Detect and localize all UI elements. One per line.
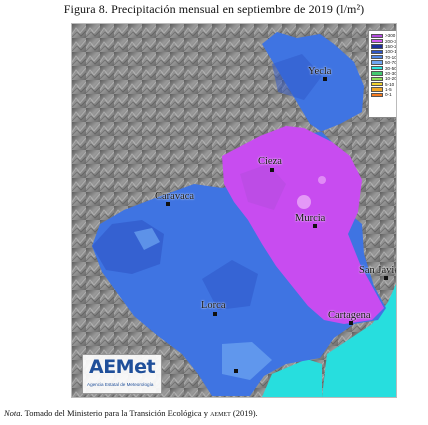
aemet-logo: AEMet Agencia Estatal de Meteorología <box>82 354 162 394</box>
note-agency: aemet <box>210 408 231 418</box>
legend-entry: 10-20 <box>371 76 397 82</box>
city-label-yecla: Yecla <box>308 66 332 77</box>
legend-swatch <box>371 92 383 98</box>
city-label-cieza: Cieza <box>258 156 282 167</box>
legend-swatch <box>371 33 383 38</box>
legend-label: 30-50 <box>385 65 397 71</box>
legend-swatch <box>371 87 383 92</box>
note-year: (2019). <box>232 408 258 418</box>
legend-label: >300 <box>385 33 396 39</box>
aemet-logo-wordmark: AEMet <box>89 356 156 378</box>
legend-entry: 0-1 <box>371 92 396 98</box>
note-text: Tomado del Ministerio para la Transición… <box>24 408 208 418</box>
purple-precipitation-area <box>297 195 311 209</box>
legend-entry: 30-50 <box>371 65 397 71</box>
legend-swatch <box>371 60 383 65</box>
city-marker <box>270 168 274 172</box>
city-marker <box>384 276 388 280</box>
legend-entry: 1-5 <box>371 87 396 93</box>
legend-swatch <box>371 55 383 60</box>
purple-precipitation-area <box>318 176 326 184</box>
city-marker <box>213 312 217 316</box>
city-label-cartagena: Cartagena <box>328 310 371 321</box>
legend-label: 0-1 <box>385 92 392 98</box>
legend-swatch <box>371 82 383 87</box>
blue-precipitation-area <box>272 54 322 100</box>
precipitation-map: >300 200-300 150-200 100-150 70-100 50-7… <box>71 23 397 398</box>
aemet-logo-subtitle: Agencia Estatal de Meteorología <box>87 382 154 387</box>
city-marker <box>234 369 238 373</box>
legend-label: 100-150 <box>385 49 397 55</box>
legend-swatch <box>371 44 383 49</box>
legend-entry: >300 <box>371 33 396 39</box>
legend-swatch <box>371 76 383 82</box>
legend-swatch <box>371 65 383 71</box>
legend-entry: 5-10 <box>371 81 396 87</box>
legend-label: 5-10 <box>385 81 395 87</box>
note-prefix: Nota. <box>4 408 23 418</box>
legend-entry: 70-100 <box>371 54 397 60</box>
city-label-murcia: Murcia <box>295 213 326 224</box>
legend-label: 200-300 <box>385 38 397 44</box>
legend-label: 20-30 <box>385 70 397 76</box>
map-legend: >300 200-300 150-200 100-150 70-100 50-7… <box>368 30 397 118</box>
legend-label: 1-5 <box>385 87 392 93</box>
city-label-caravaca: Caravaca <box>155 191 195 202</box>
city-marker <box>349 321 353 325</box>
legend-label: 150-200 <box>385 43 397 49</box>
legend-label: 50-70 <box>385 60 397 66</box>
blue-precipitation-area <box>134 228 160 250</box>
legend-swatch <box>371 38 383 44</box>
legend-label: 70-100 <box>385 54 397 60</box>
city-marker <box>166 202 170 206</box>
city-label-lorca: Lorca <box>201 300 226 311</box>
city-marker <box>313 224 317 228</box>
legend-swatch <box>371 71 383 76</box>
legend-entry: 150-200 <box>371 43 397 49</box>
figure-title: Figura 8. Precipitación mensual en septi… <box>63 2 365 16</box>
source-note: Nota. Tomado del Ministerio para la Tran… <box>4 408 258 418</box>
sea-area <box>262 359 322 397</box>
map-canvas <box>72 24 396 397</box>
legend-entry: 20-30 <box>371 70 397 76</box>
legend-entry: 200-300 <box>371 38 397 44</box>
city-label-san-javier: San Javier <box>359 265 396 276</box>
city-marker <box>323 77 327 81</box>
blue-precipitation-area <box>202 260 258 310</box>
purple-precipitation-area <box>240 164 286 210</box>
legend-entry: 100-150 <box>371 49 397 55</box>
legend-label: 10-20 <box>385 76 397 82</box>
legend-entry: 50-70 <box>371 60 397 66</box>
legend-swatch <box>371 49 383 55</box>
sea-area <box>322 284 396 397</box>
